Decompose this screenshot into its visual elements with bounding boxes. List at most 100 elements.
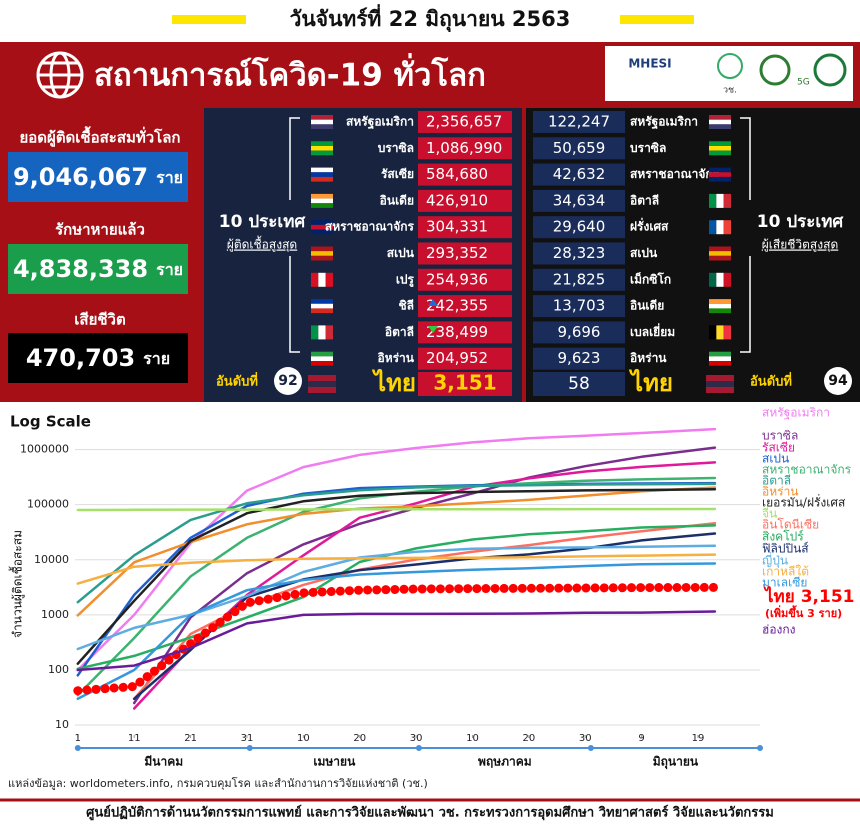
value-box [533, 242, 625, 265]
flag [716, 272, 724, 287]
flag [311, 303, 333, 309]
legend-entry: เกาหลีใต้ [762, 565, 809, 579]
value-box [418, 111, 512, 133]
flag [325, 325, 333, 340]
arrow-up [428, 299, 438, 306]
flag [311, 145, 333, 151]
flag [311, 308, 333, 314]
legend-entry: อิหร่าน [762, 485, 799, 499]
stat-box [8, 244, 188, 294]
value-box [533, 189, 625, 212]
flag [709, 172, 731, 177]
value-box [533, 372, 625, 396]
infected-value: 426,910 [426, 191, 488, 209]
flag [716, 325, 724, 340]
chart-title: Log Scale [10, 413, 91, 431]
value-box [533, 216, 625, 239]
month-label: เมษายน [313, 755, 356, 769]
y-tick-label: 10 [55, 718, 69, 731]
infected-value: 1,086,990 [426, 139, 502, 157]
series-line [76, 610, 717, 672]
flag [709, 325, 717, 340]
thai-deaths: 58 [568, 374, 590, 394]
stat-label: ยอดผู้ติดเชื้อสะสมทั่วโลก [19, 126, 180, 148]
y-tick-label: 100000 [27, 498, 69, 511]
death-value: 42,632 [553, 165, 606, 183]
flag [709, 193, 717, 208]
flag [723, 325, 731, 340]
month-dot [246, 745, 253, 751]
legend-entry: ฟิลิปปินส์ [762, 542, 809, 556]
infected-value: 254,936 [426, 270, 488, 288]
infected-value: 584,680 [426, 165, 488, 183]
flag [709, 308, 731, 314]
country: บราซิล [378, 141, 414, 155]
flag [311, 356, 333, 362]
flag [318, 272, 326, 287]
legend-entry: มาเลเซีย [762, 576, 807, 590]
stat-label: เสียชีวิต [74, 311, 125, 329]
logo-mark [759, 54, 791, 86]
yellow-bar [620, 15, 694, 24]
flag [318, 325, 326, 340]
x-tick-label: 10 [297, 733, 310, 744]
flag [723, 272, 731, 287]
value-box [418, 372, 512, 396]
country: อินเดีย [630, 299, 664, 313]
death-value: 9,623 [558, 349, 601, 367]
legend-entry: สิงคโปร์ [762, 530, 804, 544]
month-label: พฤษภาคม [478, 755, 532, 769]
country: อิตาลี [385, 325, 414, 339]
x-tick-label: 20 [353, 733, 366, 744]
flag [709, 176, 731, 182]
country: สเปน [387, 246, 415, 260]
flag [311, 119, 333, 125]
country: เบลเยี่ยม [630, 323, 675, 339]
death-value: 34,634 [553, 191, 606, 209]
date: วันจันทร์ที่ 22 มิถุนายน 2563 [290, 3, 571, 33]
bracket [289, 117, 300, 353]
flag [709, 167, 731, 173]
x-tick-label: 31 [241, 733, 254, 744]
org: ศูนย์ปฏิบัติการด้านนวัตกรรมการแพทย์ และก… [86, 805, 774, 821]
value-box [418, 347, 512, 370]
y-tick-label: 100 [48, 663, 69, 676]
value-box [533, 321, 625, 344]
flag [709, 356, 731, 362]
flag [709, 145, 731, 151]
flag [709, 141, 731, 146]
y-tick-label: 10000 [34, 553, 69, 566]
bracket [740, 117, 751, 353]
infected-value: 293,352 [426, 244, 488, 262]
date-band [0, 0, 860, 42]
flag [709, 299, 731, 304]
logo-text: วช. [723, 86, 737, 96]
country: ฝรั่งเศส [630, 218, 669, 234]
flag [311, 251, 333, 256]
series-line [76, 507, 717, 512]
flag [308, 387, 336, 393]
country: สเปน [630, 246, 658, 260]
flag [709, 303, 731, 309]
series-line [76, 427, 717, 672]
source: แหล่งข้อมูล: worldometers.info, กรมควบคุ… [8, 776, 428, 790]
x-tick-label: 11 [128, 733, 141, 744]
thai-infected: 3,151 [433, 371, 496, 395]
flag [709, 361, 731, 366]
logo-box [605, 46, 853, 101]
flag [706, 387, 734, 393]
flag [723, 220, 731, 235]
x-tick-label: 30 [410, 733, 423, 744]
chart-area [0, 402, 860, 800]
country: อิหร่าน [377, 351, 414, 365]
flag [709, 272, 717, 287]
flag [716, 220, 724, 235]
flag [311, 115, 333, 120]
flag [706, 375, 734, 381]
stat-number: 4,838,338 [13, 255, 148, 283]
flag [311, 198, 333, 204]
month-dot [415, 745, 422, 751]
country: สหรัฐอเมริกา [630, 115, 698, 130]
flag [709, 220, 717, 235]
